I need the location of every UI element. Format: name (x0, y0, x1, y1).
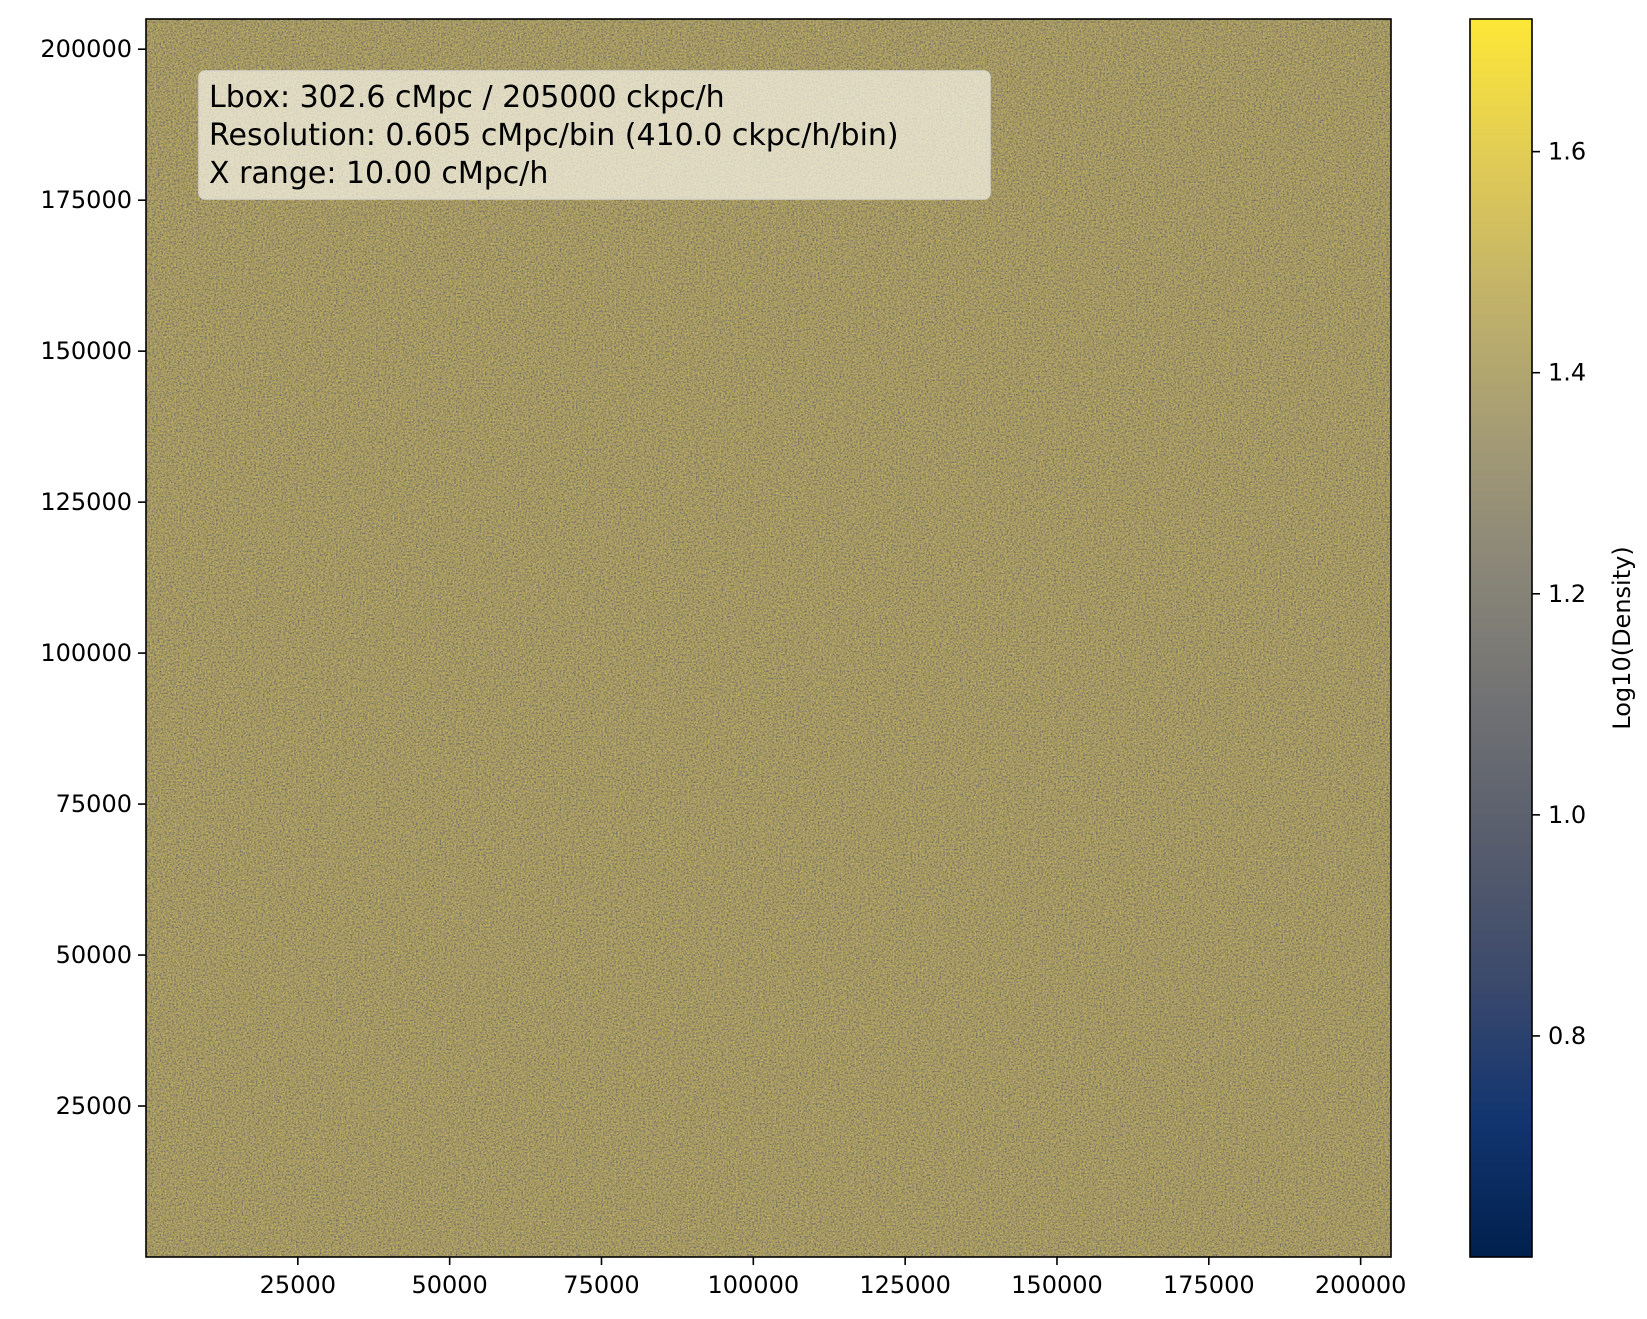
colorbar-tick-label: 1.2 (1548, 580, 1586, 608)
x-tick-label: 175000 (1163, 1271, 1255, 1299)
y-tick-label: 100000 (40, 639, 132, 667)
heatmap-plot-area (145, 18, 1392, 1258)
y-tick-label: 50000 (56, 941, 132, 969)
x-tick-label: 150000 (1011, 1271, 1103, 1299)
y-tick-label: 175000 (40, 186, 132, 214)
x-tick-label: 75000 (563, 1271, 639, 1299)
x-axis-ticks: 25000 50000 75000 100000 125000 150000 175000 2… (260, 1257, 1407, 1299)
colorbar-tick-label: 0.8 (1548, 1022, 1586, 1050)
annotation-line-3: X range: 10.00 cMpc/h (209, 156, 548, 191)
colorbar-fill (1470, 19, 1532, 1257)
y-tick-label: 25000 (56, 1092, 132, 1120)
y-tick-label: 75000 (56, 790, 132, 818)
x-tick-label: 100000 (708, 1271, 800, 1299)
annotation-line-2: Resolution: 0.605 cMpc/bin (410.0 ckpc/h… (209, 118, 899, 153)
heatmap-noise-bright (146, 19, 1391, 1257)
colorbar-frame (1469, 18, 1533, 1258)
annotation-box: Lbox: 302.6 cMpc / 205000 ckpc/h Resolut… (198, 70, 991, 200)
y-axis-ticks: 25000 50000 75000 100000 125000 150000 175000 2… (40, 35, 146, 1120)
colorbar-tick-label: 1.6 (1548, 138, 1586, 166)
x-tick-label: 125000 (859, 1271, 951, 1299)
x-tick-label: 50000 (411, 1271, 487, 1299)
colorbar-label: Log10(Density) (1608, 546, 1636, 729)
colorbar: 0.8 1.0 1.2 1.4 1.6 Log10(Density) (1469, 18, 1636, 1258)
x-tick-label: 200000 (1315, 1271, 1407, 1299)
x-tick-label: 25000 (260, 1271, 336, 1299)
colorbar-tick-label: 1.4 (1548, 359, 1586, 387)
colorbar-tick-label: 1.0 (1548, 801, 1586, 829)
annotation-line-1: Lbox: 302.6 cMpc / 205000 ckpc/h (209, 80, 725, 115)
y-tick-label: 200000 (40, 35, 132, 63)
annotation-background (198, 70, 991, 200)
y-tick-label: 150000 (40, 337, 132, 365)
plot-frame (145, 18, 1392, 1258)
colorbar-ticks: 0.8 1.0 1.2 1.4 1.6 (1532, 138, 1586, 1050)
y-tick-label: 125000 (40, 488, 132, 516)
